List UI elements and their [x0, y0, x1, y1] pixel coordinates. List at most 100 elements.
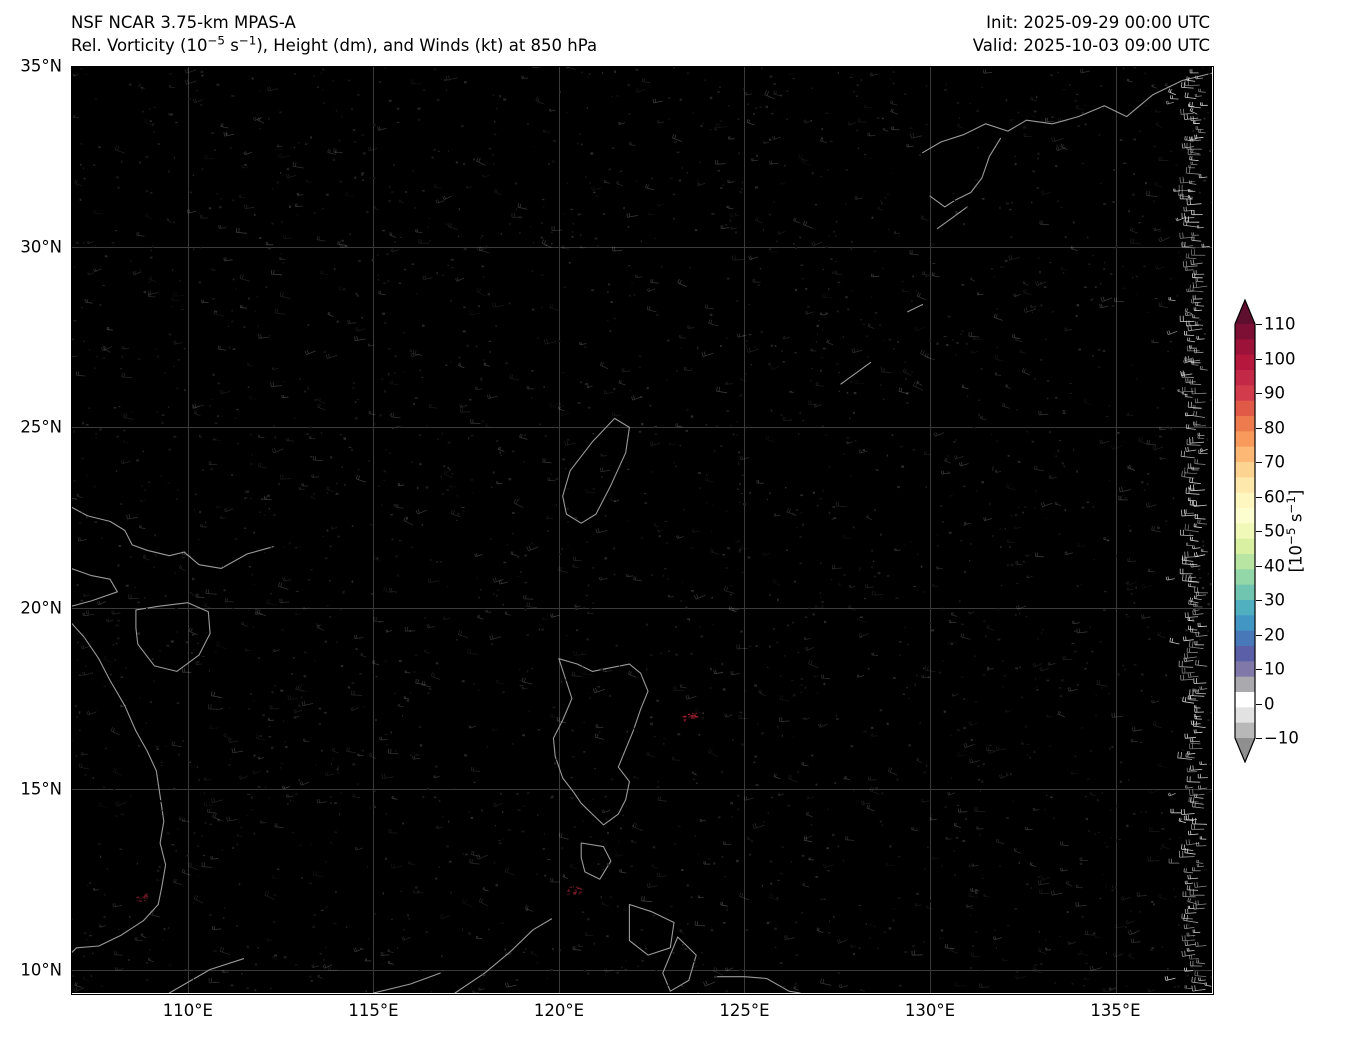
- vorticity-cell: [697, 179, 699, 182]
- wind-barb: [1195, 278, 1204, 283]
- wind-barb: [535, 96, 545, 105]
- vorticity-cell: [217, 382, 220, 385]
- vorticity-cell: [1160, 847, 1162, 850]
- wind-barb: [1022, 280, 1029, 286]
- wind-barb: [1181, 241, 1195, 249]
- vorticity-cell: [352, 382, 355, 384]
- vorticity-cell: [209, 405, 211, 408]
- vorticity-cell: [264, 786, 267, 789]
- vorticity-cell: [956, 102, 960, 104]
- vorticity-cell: [503, 561, 507, 564]
- vorticity-cell: [564, 679, 567, 681]
- vorticity-cell: [1103, 203, 1107, 205]
- colorbar-gradient: [1234, 299, 1256, 763]
- vorticity-cell: [263, 551, 266, 554]
- vorticity-cell: [1141, 673, 1144, 676]
- wind-barb: [1070, 245, 1078, 251]
- vorticity-cell: [872, 560, 875, 562]
- vorticity-cell: [936, 342, 939, 345]
- vorticity-cell: [243, 527, 247, 529]
- wind-barb: [459, 408, 471, 413]
- vorticity-cell: [543, 832, 545, 835]
- vorticity-cell: [240, 826, 243, 829]
- wind-barb: [954, 981, 967, 987]
- vorticity-cell: [458, 209, 461, 211]
- vorticity-cell: [571, 235, 574, 238]
- colorbar[interactable]: [1234, 299, 1256, 763]
- wind-barb: [1187, 897, 1197, 905]
- vorticity-cell: [1177, 985, 1180, 988]
- vorticity-cell: [173, 156, 176, 159]
- vorticity-cell: [592, 432, 595, 435]
- wind-barb: [847, 604, 857, 611]
- wind-barb: [327, 966, 338, 971]
- vorticity-cell: [673, 427, 676, 429]
- vorticity-cell: [774, 927, 777, 930]
- vorticity-cell: [615, 644, 618, 647]
- wind-barb: [412, 349, 423, 356]
- wind-barb: [1013, 525, 1022, 529]
- vorticity-cell: [125, 667, 127, 669]
- vorticity-cell: [786, 90, 789, 92]
- wind-barb: [1184, 985, 1193, 989]
- wind-barb: [1126, 412, 1134, 416]
- vorticity-cell: [709, 129, 712, 131]
- vorticity-cell: [268, 247, 271, 250]
- wind-barb: [1184, 79, 1200, 86]
- vorticity-cell: [1147, 311, 1150, 313]
- vorticity-cell: [846, 391, 849, 394]
- vorticity-cell: [76, 584, 79, 587]
- vorticity-cell: [529, 226, 532, 228]
- wind-barb: [1179, 568, 1193, 575]
- vorticity-cell: [357, 469, 360, 471]
- vorticity-cell: [241, 972, 243, 975]
- vorticity-cell: [102, 786, 106, 788]
- vorticity-cell: [396, 107, 400, 110]
- wind-barb: [81, 752, 88, 756]
- map-plot-area[interactable]: [71, 66, 1212, 993]
- vorticity-cell: [609, 896, 613, 899]
- vorticity-cell: [386, 253, 389, 256]
- wind-barb: [1189, 284, 1204, 293]
- vorticity-cell: [641, 536, 643, 539]
- vorticity-cell: [536, 814, 539, 816]
- vorticity-cell: [830, 578, 833, 581]
- vorticity-cell: [860, 318, 862, 321]
- vorticity-cell: [201, 168, 204, 170]
- colorbar-tick-0: 0: [1264, 694, 1275, 713]
- vorticity-cell: [672, 952, 675, 954]
- vorticity-cell: [779, 872, 783, 875]
- wind-barb: [887, 767, 898, 776]
- vorticity-cell: [1015, 613, 1017, 616]
- vorticity-cell: [273, 514, 276, 516]
- colorbar-tick-70: 70: [1264, 452, 1285, 472]
- vorticity-cell: [1139, 130, 1142, 132]
- vorticity-cell: [367, 865, 369, 868]
- vorticity-cell: [628, 295, 631, 297]
- vorticity-cell: [636, 180, 638, 183]
- vorticity-cell: [480, 809, 483, 812]
- wind-barb: [1189, 955, 1199, 960]
- vorticity-cell: [228, 764, 231, 766]
- vorticity-cell: [161, 765, 163, 766]
- wind-barb: [970, 887, 979, 892]
- wind-barb: [1187, 672, 1199, 678]
- vorticity-cell: [1025, 616, 1028, 618]
- vorticity-cell: [212, 373, 215, 376]
- vorticity-cell: [71, 918, 73, 921]
- vorticity-cell: [95, 98, 97, 100]
- wind-barb: [353, 947, 364, 953]
- wind-barb: [641, 78, 651, 84]
- vorticity-cell: [992, 466, 994, 469]
- wind-barb: [548, 402, 560, 408]
- vorticity-cell: [129, 556, 132, 558]
- wind-barb: [633, 775, 640, 779]
- vorticity-cell: [974, 891, 978, 894]
- vorticity-cell: [329, 579, 331, 582]
- colorbar-tickmark-20: [1256, 634, 1262, 636]
- vorticity-cell: [581, 911, 585, 913]
- vorticity-cell: [762, 821, 765, 823]
- vorticity-cell: [1129, 910, 1132, 913]
- wind-barb: [317, 403, 326, 411]
- vorticity-cell: [88, 349, 91, 352]
